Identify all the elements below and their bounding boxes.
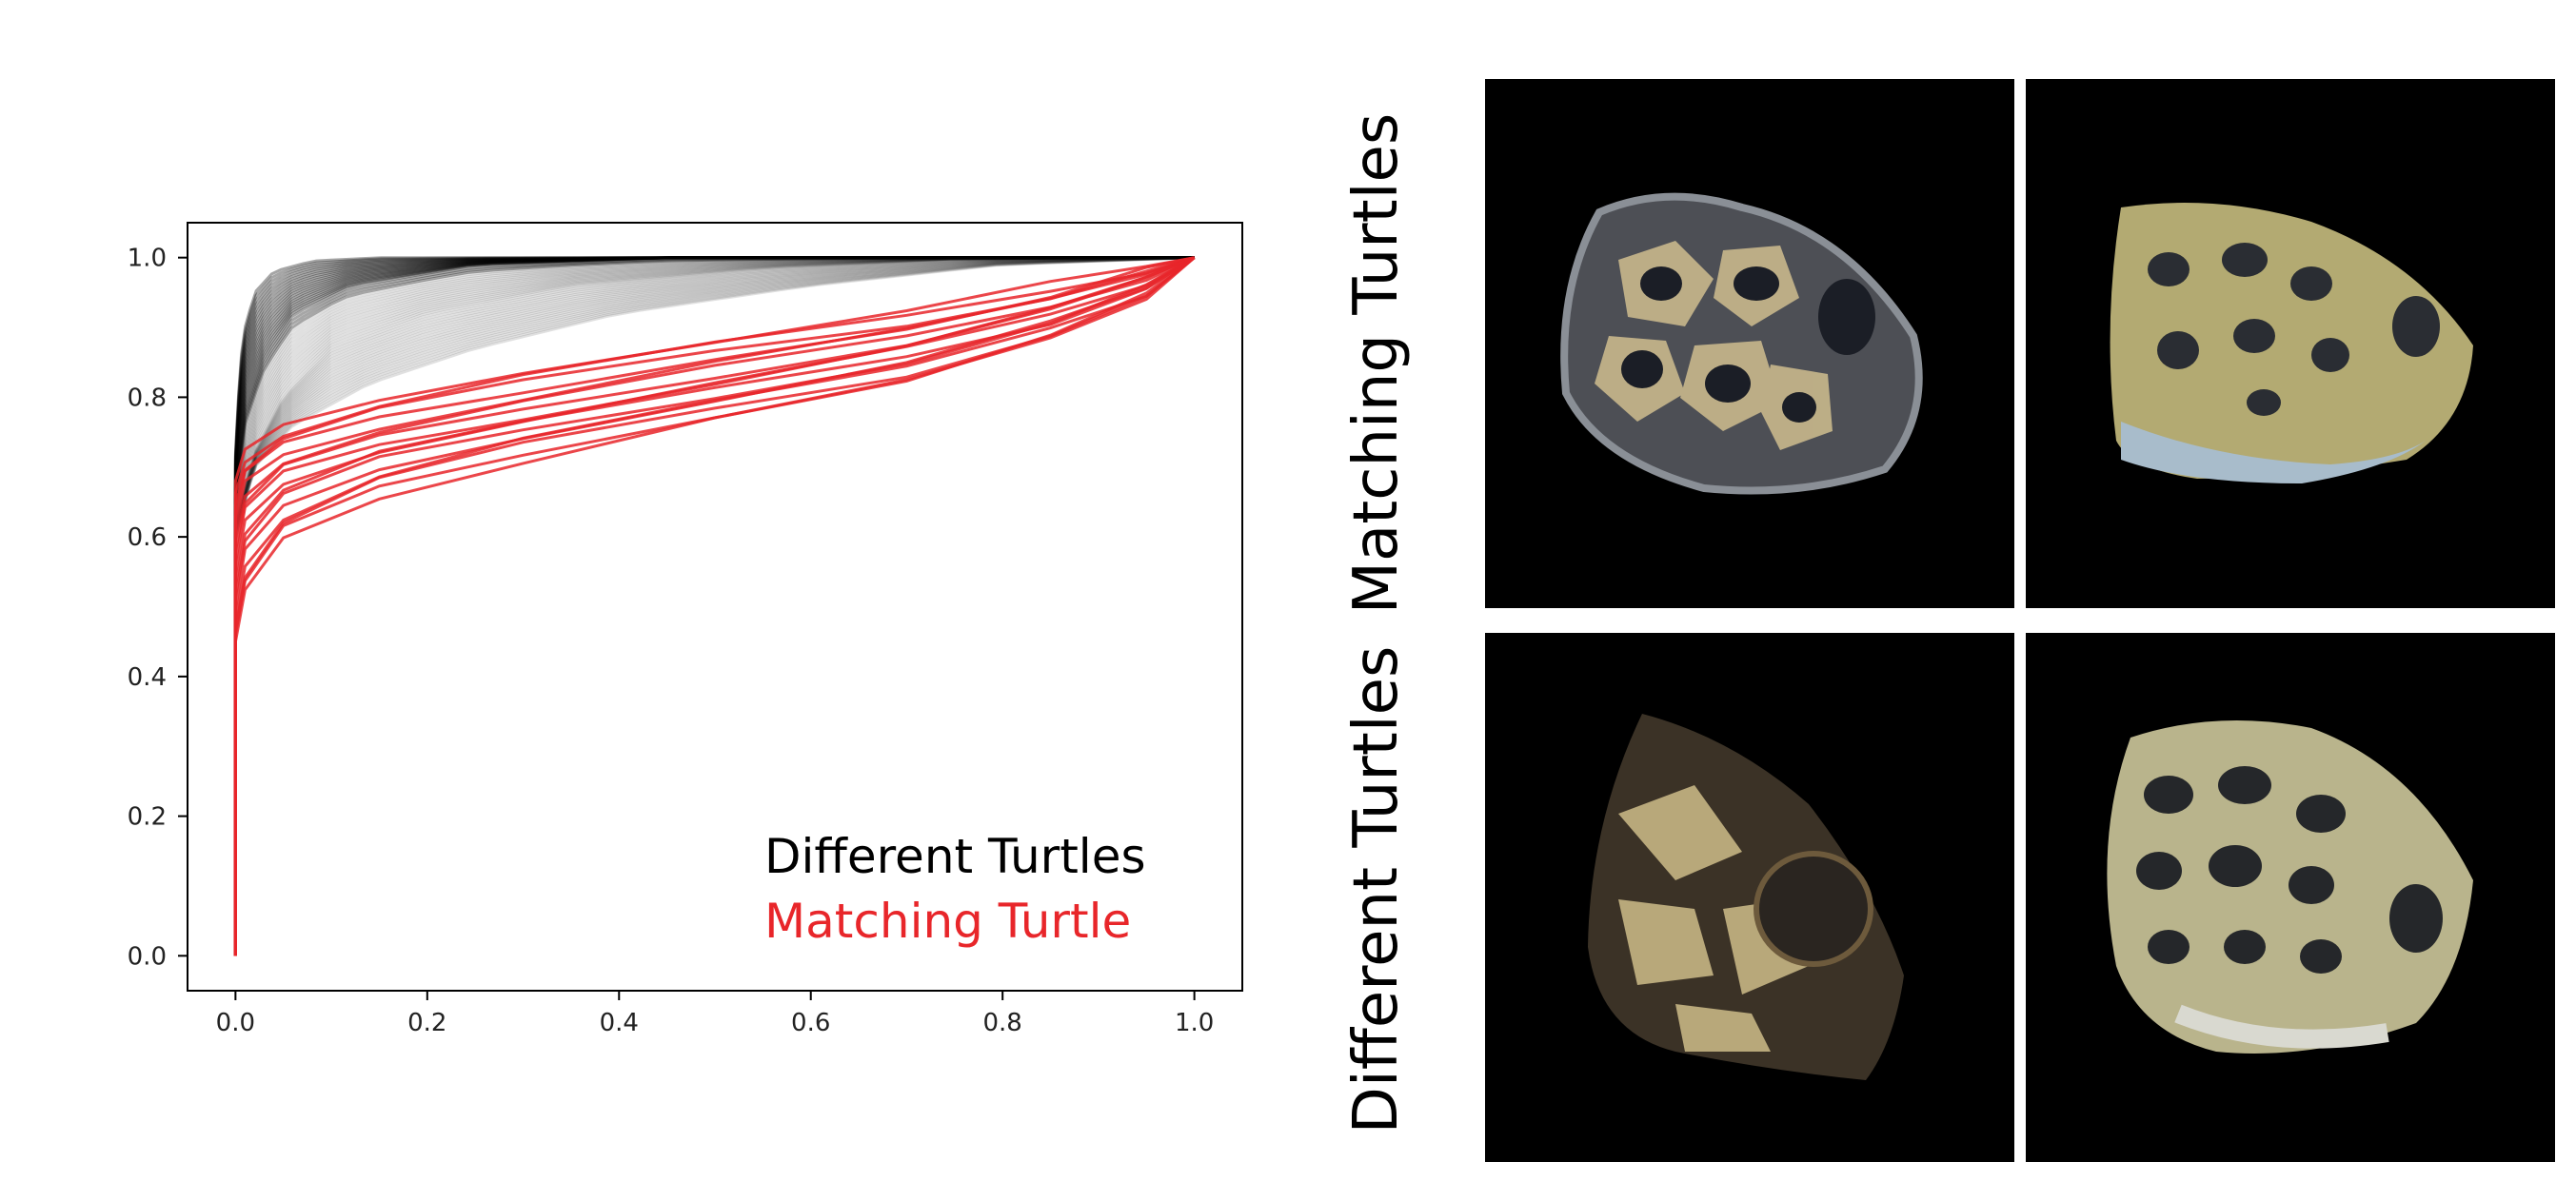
different-turtles-curve [233,256,1195,956]
turtle-photo-match-right [2026,79,2555,608]
matching-turtle-curve [233,256,1196,956]
different-turtles-curve [233,256,1195,956]
different-turtles-curve [233,256,1195,956]
turtle-photo-different-left [1485,633,2014,1162]
matching-turtle-curve [233,256,1195,956]
x-tick-label: 0.6 [791,1009,830,1037]
different-turtles-curve [233,256,1195,956]
x-tick-label: 0.0 [216,1009,255,1037]
different-turtles-curve [233,256,1195,956]
different-turtles-curve [233,256,1195,956]
y-tick-label: 0.2 [128,803,167,832]
different-turtles-curve [233,256,1195,956]
different-turtles-curve [233,256,1195,956]
matching-turtle-curve [233,256,1196,956]
different-turtles-curve [233,256,1195,956]
different-turtles-curve [233,256,1195,956]
different-turtles-curve [233,256,1195,956]
x-tick-label: 0.4 [600,1009,639,1037]
different-turtles-curve [233,256,1195,956]
legend-different: Different Turtles [764,829,1146,884]
different-turtles-curve [233,256,1195,956]
different-turtles-curve [233,256,1195,956]
different-turtles-curve [233,256,1195,956]
different-turtles-curve [233,256,1195,956]
axis-ticks: 0.0 0.2 0.4 0.6 0.8 1.0 0.0 0.2 0.4 0.6 0.8 1.0 [128,245,1215,1037]
x-tick-label: 0.2 [407,1009,446,1037]
different-turtles-curve [233,256,1195,956]
different-turtles-curve [233,256,1195,956]
different-turtles-curve [233,256,1195,956]
different-turtles-curve [233,256,1195,956]
turtle-photo-different-right [2026,633,2555,1162]
different-turtles-curve [233,256,1195,956]
different-turtles-curve [233,256,1195,956]
different-turtles-curve [233,256,1195,956]
different-turtles-curve [233,256,1195,956]
different-turtles-curve [233,256,1195,956]
row-label-matching: Matching Turtles [1341,112,1412,615]
different-turtles-curve [233,256,1195,956]
different-turtles-curve [233,256,1195,956]
different-turtles-curve [233,256,1195,956]
different-turtles-curves [233,256,1195,956]
different-turtles-curve [233,256,1195,956]
y-tick-label: 0.8 [128,384,167,412]
legend-matching: Matching Turtle [764,894,1131,949]
different-turtles-curve [233,256,1195,956]
x-tick-label: 1.0 [1175,1009,1214,1037]
matching-turtle-curve [233,256,1196,956]
different-turtles-curve [233,256,1195,956]
matching-turtle-curve [233,256,1196,956]
different-turtles-curve [233,256,1195,956]
y-tick-label: 1.0 [128,245,167,273]
different-turtles-curve [233,256,1195,956]
turtle-photo-match-left [1485,79,2014,608]
plot-frame [187,222,1243,992]
different-turtles-curve [233,256,1195,956]
different-turtles-curve [233,256,1195,956]
different-turtles-curve [233,256,1195,956]
y-tick-label: 0.6 [128,523,167,552]
different-turtles-curve [233,256,1195,956]
different-turtles-curve [233,256,1195,956]
different-turtles-curve [233,256,1195,956]
matching-turtle-curves [233,256,1196,956]
row-label-different: Different Turtles [1341,645,1412,1134]
x-tick-label: 0.8 [983,1009,1022,1037]
different-turtles-curve [233,256,1195,956]
y-tick-label: 0.4 [128,663,167,692]
different-turtles-curve [233,256,1195,956]
different-turtles-curve [233,256,1195,956]
different-turtles-curve [233,256,1195,956]
different-turtles-curve [233,256,1195,956]
different-turtles-curve [233,256,1195,956]
different-turtles-curve [233,256,1195,956]
different-turtles-curve [233,256,1195,956]
different-turtles-curve [233,256,1195,956]
different-turtles-curve [233,256,1195,956]
different-turtles-curve [233,256,1195,956]
different-turtles-curve [233,256,1195,956]
different-turtles-curve [233,256,1195,956]
roc-chart: 0.0 0.2 0.4 0.6 0.8 1.0 0.0 0.2 0.4 0.6 0.8 1.0 Dif… [128,222,1243,1037]
different-turtles-curve [233,256,1195,956]
y-tick-label: 0.0 [128,942,167,971]
